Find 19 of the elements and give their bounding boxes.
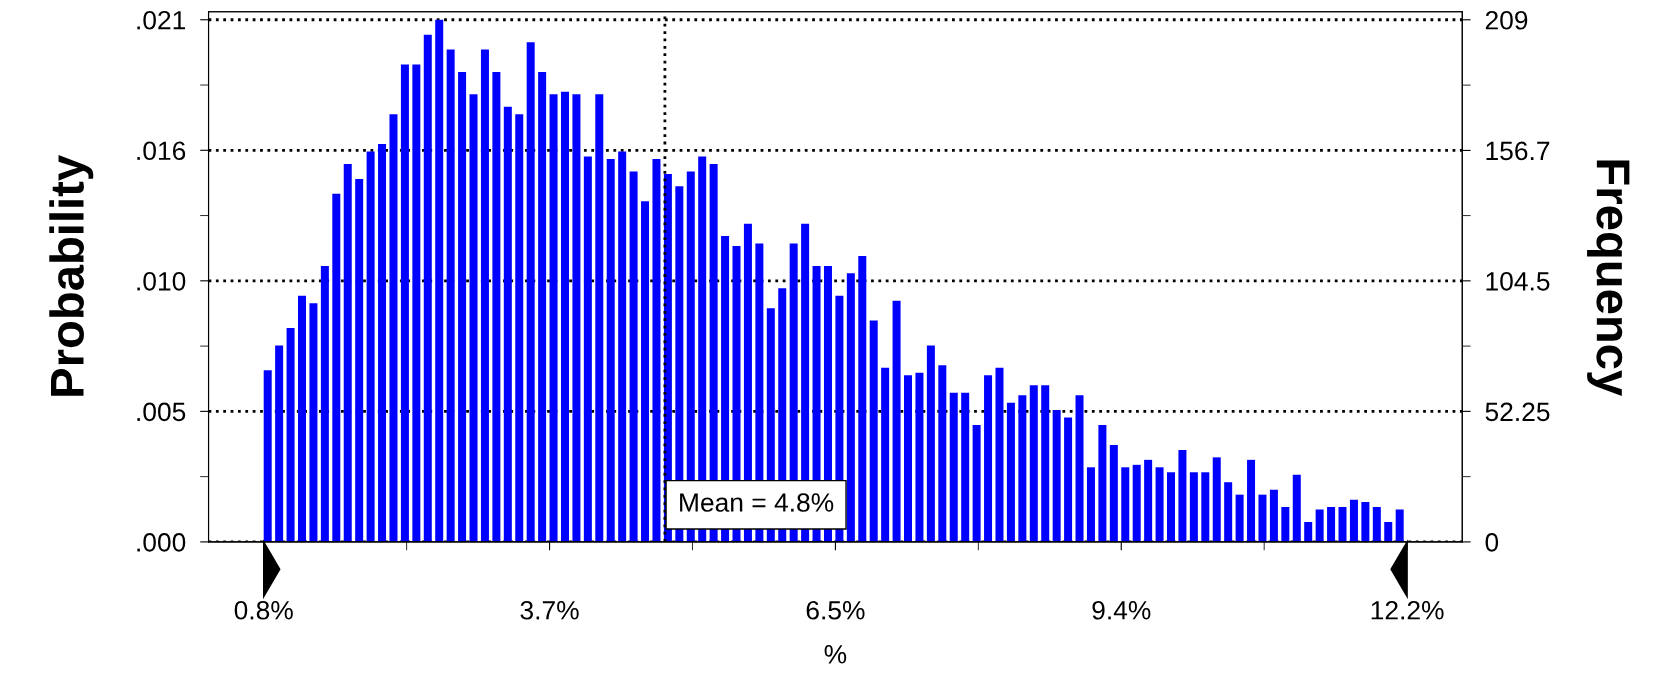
y-tick-label: .000 xyxy=(137,533,186,552)
x-tick-label: 3.7% xyxy=(520,600,579,620)
y2-tick-label: 0 xyxy=(1485,533,1499,552)
x-tick-label: 6.5% xyxy=(806,600,865,620)
y2-axis-title: Frequency xyxy=(1587,160,1630,397)
y-tick-label: .021 xyxy=(137,10,186,30)
y2-tick-label: 209 xyxy=(1485,10,1528,30)
y-tick-label: .016 xyxy=(137,141,186,161)
y2-tick-label: 52.25 xyxy=(1485,402,1550,422)
x-tick-label: 9.4% xyxy=(1092,600,1151,620)
y2-tick-label: 104.5 xyxy=(1486,271,1550,291)
y-tick-label: .010 xyxy=(137,271,186,291)
x-axis-title: % xyxy=(824,645,847,664)
y-axis-title: Probability xyxy=(49,155,94,396)
x-tick-label: 0.8% xyxy=(234,600,293,620)
y-tick-label: .005 xyxy=(137,402,186,422)
y2-tick-label: 156.7 xyxy=(1486,141,1550,161)
x-tick-label: 12.2% xyxy=(1371,600,1444,620)
ref-line-label: Mean = 4.8% xyxy=(680,493,834,512)
